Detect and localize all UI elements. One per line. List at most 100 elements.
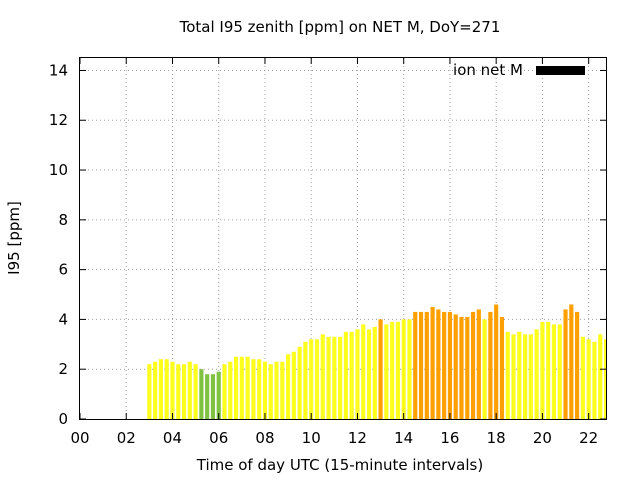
bar [442, 311, 447, 419]
bar [343, 331, 348, 419]
bar [511, 334, 516, 419]
bar [303, 341, 308, 419]
bar [176, 364, 181, 419]
bar [262, 361, 268, 419]
bar [164, 359, 169, 419]
bar [488, 311, 493, 419]
y-tick-label: 0 [58, 410, 68, 428]
bar [470, 311, 476, 419]
ticks [79, 58, 606, 420]
bar [557, 324, 562, 419]
bar [465, 316, 470, 419]
bar [274, 361, 279, 419]
bar [251, 359, 256, 419]
bar [378, 319, 383, 419]
bar [193, 364, 198, 419]
bar [158, 359, 163, 419]
bar [482, 319, 487, 419]
bar [286, 354, 291, 419]
bar [199, 369, 204, 419]
bar [320, 334, 325, 419]
y-tick-label: 14 [49, 61, 68, 79]
x-tick-label: 22 [579, 429, 598, 447]
bar [390, 321, 395, 419]
bar [181, 364, 187, 419]
bar [147, 364, 152, 419]
bar [534, 329, 539, 419]
bar [430, 306, 435, 419]
x-tick-label: 12 [348, 429, 367, 447]
x-tick-label: 10 [302, 429, 321, 447]
bar [233, 356, 239, 419]
x-tick-label: 04 [163, 429, 182, 447]
bar [309, 339, 314, 419]
bar [436, 309, 441, 419]
bar [476, 309, 481, 419]
bar [257, 359, 262, 419]
x-tick-label: 16 [440, 429, 459, 447]
legend-label: ion net M [453, 61, 523, 79]
x-tick-label: 02 [117, 429, 136, 447]
bar [355, 329, 360, 419]
legend: ion net M [453, 61, 585, 79]
bar [326, 336, 331, 419]
x-tick-label: 20 [533, 429, 552, 447]
bar [517, 331, 522, 419]
bar [575, 311, 580, 419]
y-tick-label: 8 [58, 211, 68, 229]
bar [413, 311, 418, 419]
legend-swatch [536, 66, 585, 75]
bar [395, 321, 400, 419]
y-axis-label: I95 [ppm] [5, 201, 23, 275]
bar [401, 319, 406, 419]
y-tick-label: 12 [49, 111, 68, 129]
bar [418, 311, 424, 419]
bar [459, 316, 464, 419]
y-tick-label: 2 [58, 360, 68, 378]
bar [314, 339, 320, 419]
bar [245, 356, 250, 419]
y-tick-label: 4 [58, 310, 68, 328]
x-tick-label: 14 [394, 429, 413, 447]
bar [546, 321, 551, 419]
bar [580, 336, 585, 419]
y-tick-label: 10 [49, 161, 68, 179]
bar [291, 351, 296, 419]
bar [349, 331, 354, 419]
bar [598, 334, 603, 419]
x-tick-label: 00 [70, 429, 89, 447]
bar [170, 361, 175, 419]
bar [494, 304, 499, 419]
bar [372, 326, 377, 419]
bar [366, 329, 372, 419]
bar [338, 336, 343, 419]
bar [569, 304, 574, 419]
bar [239, 356, 244, 419]
bar [361, 324, 366, 419]
bar [528, 334, 533, 419]
x-tick-label: 08 [255, 429, 274, 447]
bar [424, 311, 429, 419]
bar [228, 361, 233, 419]
bar [453, 314, 458, 419]
bar [153, 361, 158, 419]
bar [499, 316, 505, 419]
bar [586, 339, 591, 419]
bar [505, 331, 510, 419]
bar [603, 339, 606, 419]
bar [523, 334, 528, 419]
x-tick-label: 06 [209, 429, 228, 447]
axis-frame [79, 57, 607, 420]
chart-title: Total I95 zenith [ppm] on NET M, DoY=271 [179, 18, 501, 36]
bar [268, 364, 273, 419]
bar [384, 324, 389, 419]
bar [447, 311, 453, 419]
bar [205, 374, 210, 419]
bar [592, 341, 597, 419]
bar [540, 321, 545, 419]
bar [563, 309, 568, 419]
bar [280, 361, 285, 419]
bar [216, 371, 221, 419]
